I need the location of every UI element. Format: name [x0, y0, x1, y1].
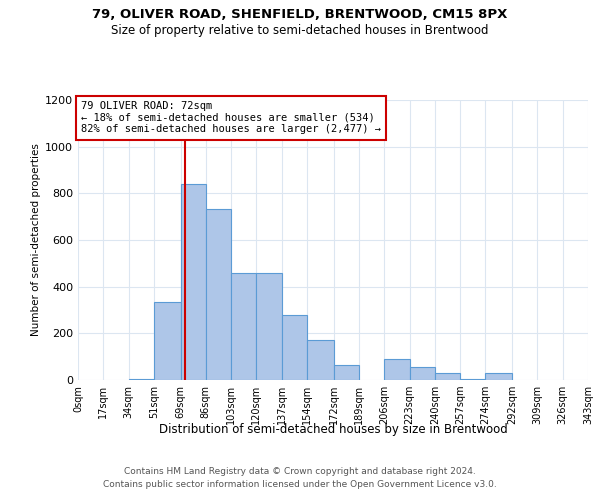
Text: 79, OLIVER ROAD, SHENFIELD, BRENTWOOD, CM15 8PX: 79, OLIVER ROAD, SHENFIELD, BRENTWOOD, C…: [92, 8, 508, 20]
Bar: [384, 359, 410, 380]
Bar: [282, 314, 307, 380]
Bar: [206, 208, 231, 380]
Bar: [181, 184, 206, 380]
Bar: [256, 272, 282, 380]
Bar: [460, 379, 485, 380]
Bar: [410, 367, 435, 380]
Bar: [485, 373, 512, 380]
Text: 79 OLIVER ROAD: 72sqm
← 18% of semi-detached houses are smaller (534)
82% of sem: 79 OLIVER ROAD: 72sqm ← 18% of semi-deta…: [81, 101, 381, 134]
Text: Contains public sector information licensed under the Open Government Licence v3: Contains public sector information licen…: [103, 480, 497, 489]
Text: Contains HM Land Registry data © Crown copyright and database right 2024.: Contains HM Land Registry data © Crown c…: [124, 468, 476, 476]
Bar: [334, 365, 359, 380]
Bar: [128, 379, 154, 380]
Bar: [435, 373, 460, 380]
Bar: [231, 272, 256, 380]
Bar: [154, 302, 181, 380]
Y-axis label: Number of semi-detached properties: Number of semi-detached properties: [31, 144, 41, 336]
Text: Size of property relative to semi-detached houses in Brentwood: Size of property relative to semi-detach…: [111, 24, 489, 37]
Text: Distribution of semi-detached houses by size in Brentwood: Distribution of semi-detached houses by …: [158, 422, 508, 436]
Bar: [307, 340, 334, 380]
